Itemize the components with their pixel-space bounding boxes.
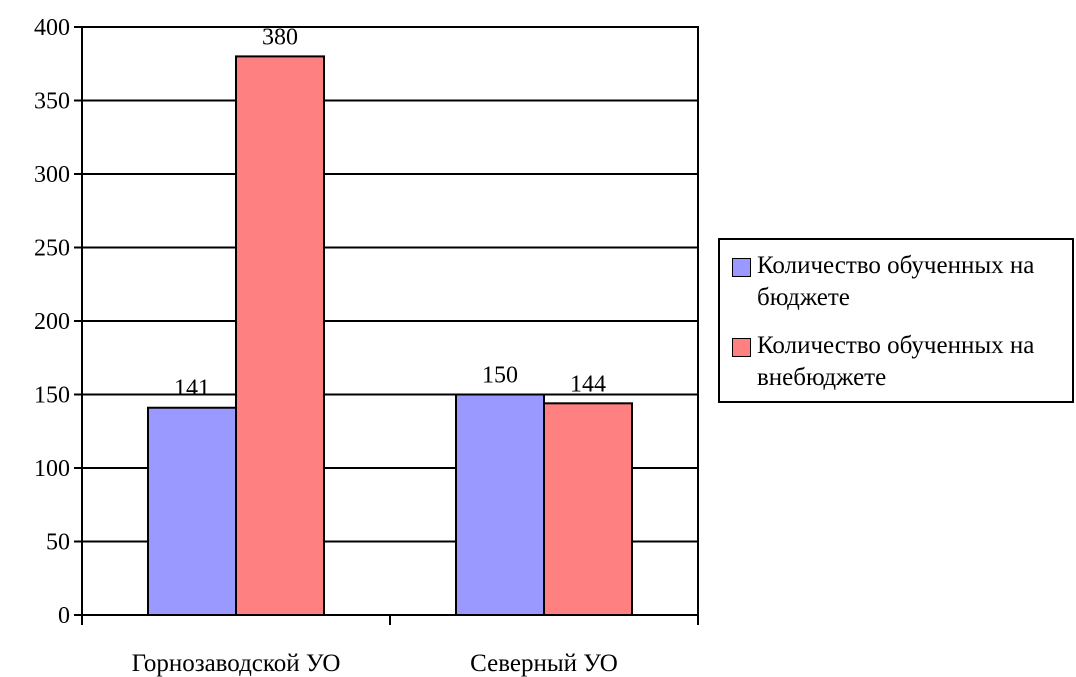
bar-budget bbox=[147, 406, 237, 617]
data-label: 144 bbox=[570, 371, 606, 397]
legend-swatch-extrabudget bbox=[732, 338, 751, 357]
data-labels: 141 380 150 144 bbox=[174, 24, 606, 401]
y-tick-label: 0 bbox=[58, 603, 70, 629]
bars bbox=[147, 55, 633, 617]
y-tick-label: 50 bbox=[46, 530, 70, 556]
legend-label-extrabudget: Количество обученных на внебюджете bbox=[757, 332, 1035, 391]
y-tick-labels: 0 50 100 150 200 250 300 350 400 bbox=[34, 15, 70, 629]
y-tick-label: 300 bbox=[34, 162, 70, 188]
legend-swatch-budget bbox=[732, 258, 751, 277]
bar-extrabudget bbox=[235, 55, 325, 616]
data-label: 380 bbox=[262, 24, 298, 50]
x-tick-label: Горнозаводской УО bbox=[132, 650, 341, 677]
legend: Количество обученных на бюджете Количест… bbox=[718, 238, 1074, 403]
y-tick-label: 200 bbox=[34, 309, 70, 335]
y-tick-label: 100 bbox=[34, 456, 70, 482]
legend-label-budget: Количество обученных на бюджете bbox=[757, 252, 1035, 311]
y-tick-label: 400 bbox=[34, 15, 70, 41]
axes bbox=[74, 26, 699, 625]
y-tick-label: 350 bbox=[34, 89, 70, 115]
bar-extrabudget bbox=[543, 402, 633, 616]
x-tick-labels: Горнозаводской УО Северный УО bbox=[132, 650, 618, 677]
data-label: 150 bbox=[482, 363, 518, 389]
data-label: 141 bbox=[174, 376, 210, 402]
y-tick-label: 150 bbox=[34, 383, 70, 409]
x-tick-label: Северный УО bbox=[470, 650, 618, 677]
y-tick-label: 250 bbox=[34, 236, 70, 262]
bar-budget bbox=[455, 393, 545, 616]
